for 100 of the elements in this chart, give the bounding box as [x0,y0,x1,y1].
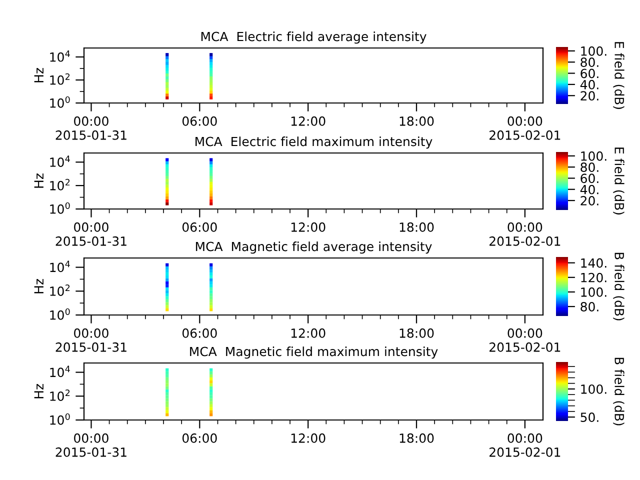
point [166,392,169,396]
point [166,53,169,56]
x-tick-label: 18:00 [400,433,434,443]
x-tick-label: 18:00 [400,222,434,232]
point [210,73,213,76]
point [166,293,169,296]
point [210,389,213,392]
point [210,56,213,60]
point [210,93,213,97]
point [166,96,169,100]
point [166,158,169,162]
point [210,70,213,74]
point [210,395,213,398]
point [166,58,169,62]
point [210,188,213,191]
x-tick-label: 00:00 2015-01-31 [56,116,126,140]
point [210,281,213,284]
point [210,278,213,282]
point [210,392,213,396]
point [210,269,213,272]
point [210,275,213,278]
point [166,202,169,206]
point [166,368,169,372]
point [210,410,213,414]
color-bar-label: 20. [580,91,598,101]
point [210,79,213,82]
point [166,170,169,173]
color-bar-title: B field (dB) [613,252,624,320]
point [166,93,169,97]
point [210,170,213,173]
point [210,407,213,410]
x-tick-label: 18:00 [400,328,434,338]
y-tick-label: 10$^{2}$ [50,390,70,401]
point [166,82,169,85]
point [166,269,169,272]
point [166,305,169,308]
x-tick-label: 06:00 [182,328,217,338]
y-tick-label: 10$^{4}$ [50,156,70,167]
x-tick-label: 12:00 [291,222,326,232]
point [166,190,169,194]
point [166,401,169,404]
y-axis-title: Hz [34,68,44,82]
color-bar-label: 80. [580,162,598,172]
x-tick-label: 00:00 2015-01-31 [56,433,126,457]
chart-title: MCA Magnetic field maximum intensity [190,346,438,359]
y-tick-label: 10$^{4}$ [50,260,70,272]
point [210,167,213,170]
point [166,386,169,390]
x-tick-label: 12:00 [291,433,326,443]
y-tick-label: 10$^{0}$ [50,413,70,425]
point [210,380,213,384]
chart-title: MCA Electric field maximum intensity [196,136,432,149]
point [210,84,213,88]
x-tick-label: 00:00 2015-01-31 [56,328,126,352]
point [166,193,169,196]
point [210,199,213,202]
point [166,79,169,82]
x-tick-label: 00:00 2015-02-01 [490,433,560,457]
point [210,305,213,308]
point [166,290,169,294]
point [210,377,213,380]
color-bar-label: 50. [580,412,598,422]
x-tick-label: 18:00 [400,116,434,126]
color-bar-label: 100. [581,287,606,297]
point [166,287,169,290]
color-bar-label: 100. [581,46,606,56]
chart-title: MCA Electric field average intensity [201,32,426,44]
point [210,386,213,390]
y-tick-label: 10$^{2}$ [50,178,70,190]
point [166,188,169,191]
y-axis-title: Hz [34,384,44,398]
point [210,287,213,290]
point [166,199,169,202]
point [166,389,169,392]
point [210,368,213,372]
point [210,296,213,300]
y-tick-label: 10$^{0}$ [50,202,70,214]
point [166,407,169,410]
x-tick-label: 00:00 2015-02-01 [490,328,560,352]
point [210,302,213,306]
x-tick-label: 12:00 [291,116,326,126]
point [166,371,169,374]
point [210,68,213,71]
point [166,68,169,71]
x-tick-label: 06:00 [182,433,217,443]
point [210,263,213,266]
point [166,184,169,188]
y-tick-label: 10$^{0}$ [50,96,70,108]
point [210,383,213,386]
color-bar-label: 100. [581,151,606,161]
x-tick-label: 00:00 2015-02-01 [490,116,560,140]
point [166,398,169,402]
point [210,413,213,416]
color-bar-title: B field (dB) [613,358,624,426]
point [210,176,213,179]
color-bar-label: 120. [581,272,606,282]
point [166,172,169,176]
color-bar-label: 100. [581,384,606,394]
x-tick-label: 00:00 2015-02-01 [490,222,560,246]
point [210,293,213,296]
